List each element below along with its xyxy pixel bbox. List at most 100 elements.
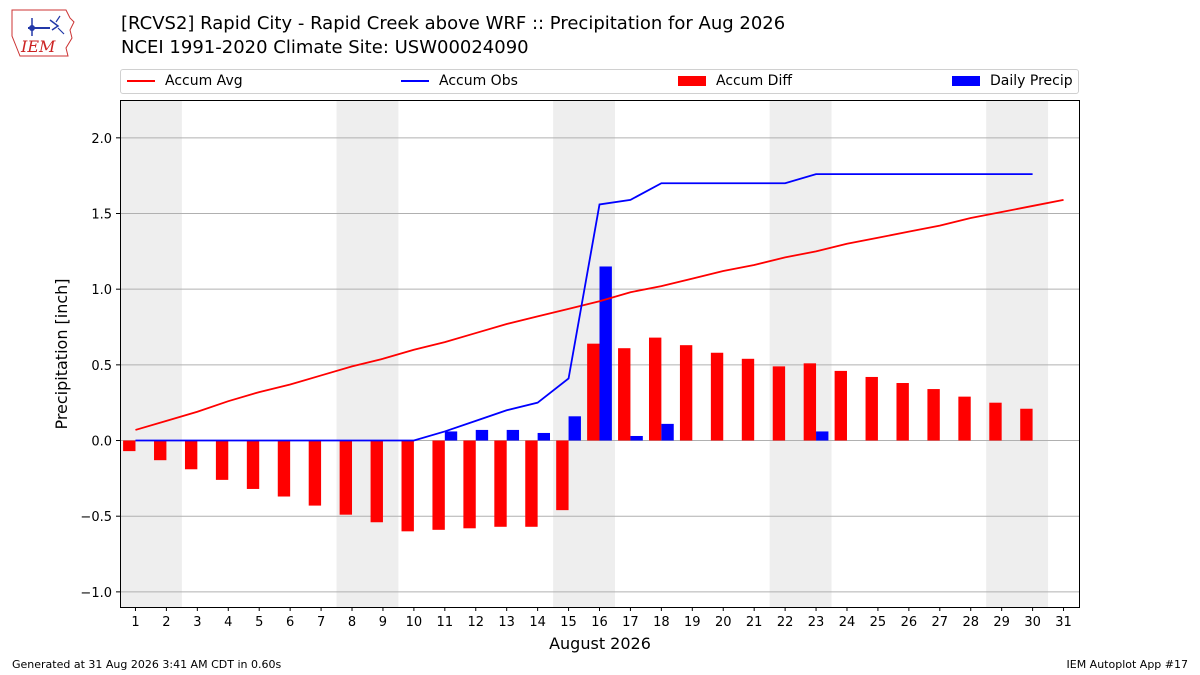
x-tick-label: 18 bbox=[653, 615, 670, 630]
accum-diff-bar bbox=[401, 440, 414, 532]
weekend-band bbox=[336, 100, 399, 607]
accum-avg-line bbox=[135, 199, 1064, 431]
iem-logo: IEM bbox=[11, 9, 75, 57]
daily-precip-bar bbox=[506, 429, 520, 441]
daily-precip-bar bbox=[599, 266, 612, 441]
accum-diff-bar bbox=[432, 440, 445, 530]
iowa-outline-icon bbox=[11, 9, 75, 57]
accum-diff-bar bbox=[1020, 408, 1033, 441]
legend-item-accum-obs: Accum Obs bbox=[401, 73, 518, 89]
legend-label: Accum Diff bbox=[716, 73, 793, 89]
accum-diff-bar bbox=[741, 358, 755, 441]
accum-diff-bar bbox=[958, 396, 971, 441]
x-tick-label: 2 bbox=[162, 615, 170, 630]
x-tick-label: 21 bbox=[746, 615, 763, 630]
weekend-shading bbox=[120, 100, 1049, 607]
accum-diff-bar bbox=[246, 440, 260, 489]
y-tick-label: 0.0 bbox=[91, 435, 112, 450]
legend-label: Accum Avg bbox=[165, 73, 243, 89]
accum-diff-bar bbox=[927, 389, 940, 441]
x-axis-label: August 2026 bbox=[549, 634, 651, 653]
accum-diff-bar bbox=[834, 370, 847, 441]
legend-item-daily-precip: Daily Precip bbox=[952, 73, 1073, 89]
y-tick-label: 1.0 bbox=[91, 283, 112, 298]
accum-diff-bar bbox=[154, 440, 167, 461]
accum-diff-bar bbox=[556, 440, 569, 511]
x-tick-label: 8 bbox=[348, 615, 356, 630]
x-tick-label: 27 bbox=[932, 615, 949, 630]
legend-swatch-blue-bar bbox=[952, 76, 980, 86]
x-tick-label: 13 bbox=[498, 615, 515, 630]
x-tick-label: 29 bbox=[993, 615, 1010, 630]
legend-swatch-blue-line bbox=[401, 80, 429, 82]
weekend-band bbox=[120, 100, 182, 607]
x-tick-label: 28 bbox=[962, 615, 979, 630]
legend-label: Daily Precip bbox=[990, 73, 1073, 89]
chart-title: [RCVS2] Rapid City - Rapid Creek above W… bbox=[121, 13, 786, 34]
daily-precip-bar bbox=[444, 431, 458, 441]
legend: Accum Avg Accum Obs Accum Diff Daily Pre… bbox=[120, 69, 1079, 94]
accum-diff-bar bbox=[463, 440, 476, 529]
accum-diff-bar bbox=[648, 337, 662, 441]
x-tick-label: 5 bbox=[255, 615, 263, 630]
x-tick-label: 9 bbox=[379, 615, 387, 630]
lines bbox=[135, 173, 1064, 442]
x-tick-label: 16 bbox=[591, 615, 608, 630]
x-tick-label: 4 bbox=[224, 615, 232, 630]
legend-swatch-red-line bbox=[127, 80, 155, 82]
x-tick-label: 1 bbox=[131, 615, 139, 630]
accum-diff-bar bbox=[370, 440, 383, 523]
x-tick-label: 12 bbox=[467, 615, 484, 630]
y-tick-label: 0.5 bbox=[91, 359, 112, 374]
weekend-band bbox=[986, 100, 1049, 607]
accum-diff-bar bbox=[184, 440, 198, 470]
legend-swatch-red-bar bbox=[678, 76, 706, 86]
accum-diff-bar bbox=[803, 363, 817, 441]
generated-timestamp: Generated at 31 Aug 2026 3:41 AM CDT in … bbox=[12, 658, 282, 671]
x-tick-label: 26 bbox=[901, 615, 918, 630]
legend-item-accum-diff: Accum Diff bbox=[678, 73, 792, 89]
y-tick-label: −1.0 bbox=[80, 586, 112, 601]
accum-diff-bar bbox=[525, 440, 538, 527]
accum-diff-bar bbox=[123, 440, 136, 452]
legend-label: Accum Obs bbox=[439, 73, 518, 89]
y-tick-label: 2.0 bbox=[91, 132, 112, 147]
accum-diff-bar bbox=[339, 440, 353, 515]
accum-diff-bar bbox=[772, 366, 786, 441]
x-tick-label: 15 bbox=[560, 615, 577, 630]
x-tick-label: 3 bbox=[193, 615, 201, 630]
accum-diff-bar bbox=[308, 440, 322, 506]
x-tick-label: 17 bbox=[622, 615, 639, 630]
accum-diff-bar bbox=[215, 440, 229, 480]
x-tick-label: 11 bbox=[437, 615, 454, 630]
accum-diff-bar bbox=[710, 352, 724, 441]
x-tick-label: 31 bbox=[1055, 615, 1072, 630]
y-tick-label: 1.5 bbox=[91, 208, 112, 223]
accum-diff-bar bbox=[277, 440, 291, 497]
accum-diff-bar bbox=[865, 376, 878, 441]
x-tick-label: 30 bbox=[1024, 615, 1041, 630]
x-tick-label: 20 bbox=[715, 615, 732, 630]
bars bbox=[123, 266, 1033, 532]
app-label: IEM Autoplot App #17 bbox=[1066, 658, 1189, 671]
daily-precip-bar bbox=[568, 416, 581, 441]
y-tick-label: −0.5 bbox=[80, 510, 112, 525]
daily-precip-bar bbox=[661, 423, 674, 441]
legend-item-accum-avg: Accum Avg bbox=[127, 73, 243, 89]
x-tick-label: 22 bbox=[777, 615, 794, 630]
accum-diff-bar bbox=[494, 440, 507, 527]
x-tick-label: 6 bbox=[286, 615, 294, 630]
daily-precip-bar bbox=[537, 432, 551, 441]
x-tick-label: 14 bbox=[529, 615, 546, 630]
x-tick-label: 7 bbox=[317, 615, 325, 630]
x-tick-label: 25 bbox=[870, 615, 887, 630]
accum-diff-bar bbox=[587, 343, 600, 441]
x-tick-label: 24 bbox=[839, 615, 856, 630]
accum-diff-bar bbox=[989, 402, 1002, 441]
x-tick-label: 23 bbox=[808, 615, 825, 630]
x-tick-label: 10 bbox=[406, 615, 423, 630]
accum-diff-bar bbox=[618, 348, 631, 441]
weekend-band bbox=[769, 100, 832, 607]
daily-precip-bar bbox=[630, 435, 643, 441]
